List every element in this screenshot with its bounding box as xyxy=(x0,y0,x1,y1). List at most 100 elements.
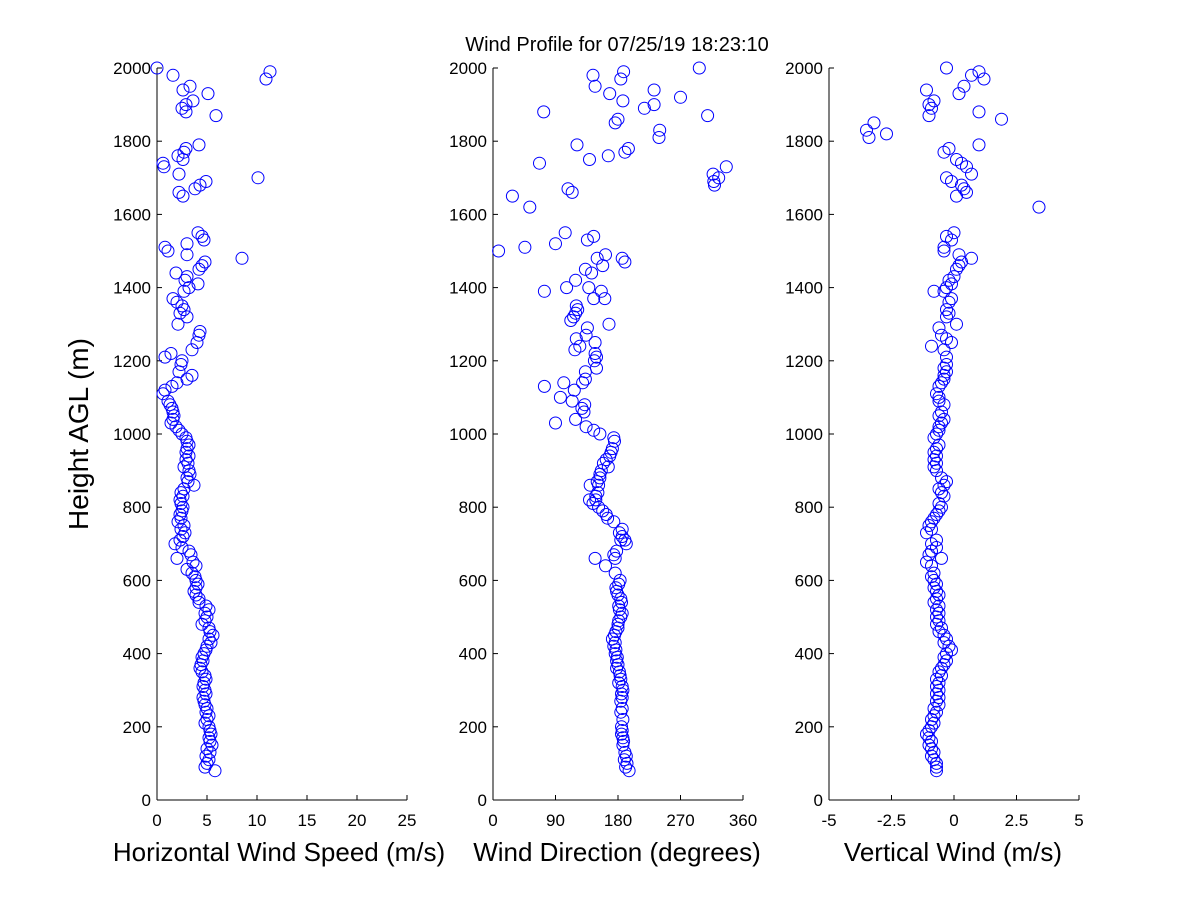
data-point xyxy=(183,79,197,93)
data-point xyxy=(195,229,209,243)
data-point xyxy=(198,716,212,730)
data-point xyxy=(174,511,188,525)
data-point xyxy=(611,112,625,126)
data-point xyxy=(930,456,943,470)
data-point xyxy=(608,116,622,130)
data-point xyxy=(932,588,946,602)
data-point xyxy=(937,368,951,382)
data-point xyxy=(196,654,210,668)
data-point xyxy=(195,259,209,273)
data-point xyxy=(942,639,956,653)
data-point xyxy=(922,731,936,745)
data-point xyxy=(593,427,607,441)
data-point xyxy=(588,336,602,349)
data-point xyxy=(930,442,943,456)
data-point xyxy=(181,456,195,470)
data-point xyxy=(180,562,194,576)
x-tick-label: 0 xyxy=(152,811,161,830)
data-point xyxy=(583,478,597,492)
data-point xyxy=(168,537,182,551)
data-point xyxy=(1032,200,1046,214)
data-point xyxy=(199,705,213,719)
data-point xyxy=(596,504,610,518)
y-tick-label: 1600 xyxy=(785,205,823,224)
data-point xyxy=(937,650,951,664)
data-point xyxy=(862,131,876,144)
data-point xyxy=(199,749,213,763)
x-axis-label: Horizontal Wind Speed (m/s) xyxy=(113,837,445,867)
y-tick-label: 2000 xyxy=(785,59,823,78)
data-point xyxy=(617,65,631,79)
data-point xyxy=(930,592,943,606)
y-tick-label: 1600 xyxy=(449,205,487,224)
data-point xyxy=(922,98,936,112)
data-point xyxy=(935,661,948,675)
data-point xyxy=(518,240,532,254)
data-point xyxy=(537,379,551,393)
x-axis-label: Vertical Wind (m/s) xyxy=(844,837,1062,867)
data-point xyxy=(571,303,585,317)
data-point xyxy=(585,266,599,280)
data-point xyxy=(195,665,209,679)
x-tick-label: 270 xyxy=(666,811,694,830)
data-point xyxy=(922,724,936,737)
data-point xyxy=(209,109,223,123)
data-point xyxy=(932,606,946,620)
data-point xyxy=(603,449,617,463)
data-point xyxy=(930,449,943,463)
data-point xyxy=(198,760,212,774)
y-axis-label: Height AGL (m) xyxy=(63,338,94,530)
data-point xyxy=(175,541,189,554)
data-point xyxy=(587,423,601,437)
data-point xyxy=(940,303,953,317)
data-point xyxy=(537,105,551,119)
data-point xyxy=(565,394,579,408)
y-tick-label: 1000 xyxy=(785,425,823,444)
data-point xyxy=(182,438,196,452)
data-point xyxy=(927,460,941,474)
data-point xyxy=(596,259,610,273)
data-point xyxy=(599,453,613,467)
data-point xyxy=(180,248,194,262)
data-point xyxy=(930,610,943,624)
data-point xyxy=(601,460,615,474)
data-point xyxy=(860,123,873,137)
data-point xyxy=(618,255,632,269)
data-point xyxy=(598,292,612,306)
data-point xyxy=(172,167,186,181)
data-point xyxy=(576,376,590,390)
data-point xyxy=(583,153,596,166)
data-point xyxy=(196,680,210,693)
data-point xyxy=(995,112,1008,126)
data-point xyxy=(927,716,941,730)
data-point xyxy=(171,317,185,331)
data-point xyxy=(930,764,943,778)
data-point xyxy=(176,189,190,203)
data-point xyxy=(927,709,941,723)
data-point xyxy=(170,551,184,565)
data-point xyxy=(156,387,170,401)
y-tick-label: 0 xyxy=(814,791,823,810)
data-point xyxy=(937,145,951,159)
data-point xyxy=(263,65,277,79)
data-point xyxy=(601,149,615,163)
data-point xyxy=(192,138,206,152)
data-point xyxy=(180,310,194,324)
data-point xyxy=(178,273,192,287)
data-point xyxy=(187,584,201,598)
data-point xyxy=(952,248,966,262)
data-point xyxy=(930,687,943,701)
data-point xyxy=(195,617,209,631)
y-tick-label: 400 xyxy=(123,645,151,664)
data-point xyxy=(932,614,946,628)
data-point xyxy=(619,749,633,763)
data-point xyxy=(193,661,207,675)
data-point xyxy=(621,142,635,155)
data-point xyxy=(235,251,249,265)
y-tick-label: 1600 xyxy=(113,205,151,224)
data-point xyxy=(932,691,946,704)
data-point xyxy=(647,98,661,112)
y-tick-label: 800 xyxy=(795,498,823,517)
data-point xyxy=(175,427,189,441)
